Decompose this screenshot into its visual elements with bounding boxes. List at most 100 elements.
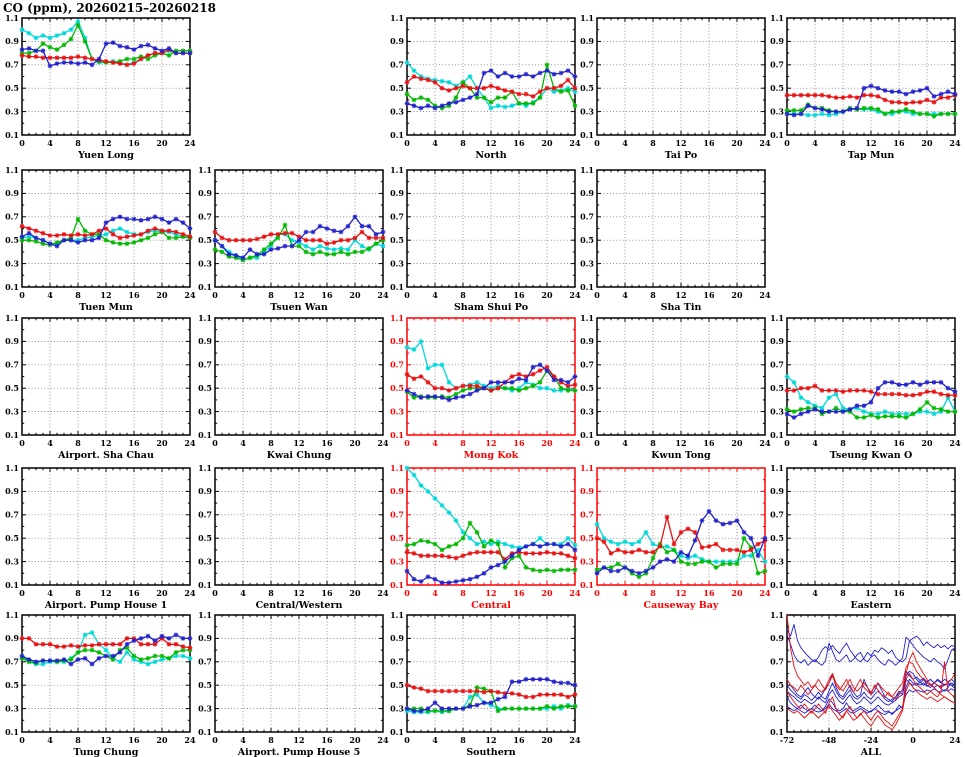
chart-central: 0.1 0.3 0.5 0.7 0.9 1.1 0 4 8 12 16 20 24 Central: [385, 460, 581, 611]
x-tick-label: 4: [240, 438, 246, 448]
y-tick-label: 1.1: [580, 313, 594, 323]
y-tick-label: 1.1: [198, 463, 212, 473]
x-tick-label: 8: [460, 735, 466, 745]
x-tick-label: 8: [460, 138, 466, 148]
x-tick-label: 24: [184, 438, 196, 448]
x-tick-label: 4: [240, 588, 246, 598]
x-tick-label: 8: [268, 588, 274, 598]
y-tick-label: 0.1: [390, 130, 404, 140]
y-tick-label: 0.1: [580, 580, 594, 590]
chart-tuen-mun: 0.1 0.3 0.5 0.7 0.9 1.1 0 4 8 12 16 20 24 Tuen Mun: [0, 162, 196, 313]
x-tick-label: 8: [460, 588, 466, 598]
chart-causeway-bay: 0.1 0.3 0.5 0.7 0.9 1.1 0 4 8 12 16 20 24 Causeway Ba…: [575, 460, 771, 611]
chart-all: 0.1 0.3 0.5 0.7 0.9 1.1 -72 -48 -24 0 24 ALL: [765, 607, 961, 757]
y-tick-label: 0.9: [580, 188, 594, 198]
y-tick-label: 0.5: [390, 383, 404, 393]
x-tick-label: 4: [622, 138, 628, 148]
y-tick-label: 0.9: [5, 36, 19, 46]
series-markers-blue: [404, 362, 578, 403]
x-tick-label: 0: [404, 588, 410, 598]
chart-tai-po: 0.1 0.3 0.5 0.7 0.9 1.1 0 4 8 12 16 20 24 Tai Po: [575, 10, 771, 161]
x-tick-label: 16: [703, 290, 715, 300]
y-tick-label: 0.1: [390, 580, 404, 590]
x-tick-label: 4: [240, 290, 246, 300]
y-tick-label: 0.3: [198, 703, 212, 713]
x-tick-label: 12: [675, 138, 686, 148]
chart-airport-pump-house-5: 0.1 0.3 0.5 0.7 0.9 1.1 0 4 8 12 16 20 24 Airport. Pu…: [193, 607, 389, 757]
x-tick-label: 16: [321, 735, 333, 745]
chart-airport-pump-house-1: 0.1 0.3 0.5 0.7 0.9 1.1 0 4 8 12 16 20 24 Airport. Pu…: [0, 460, 196, 611]
chart-airport-sha-chau: 0.1 0.3 0.5 0.7 0.9 1.1 0 4 8 12 16 20 24 Airport. Sh…: [0, 310, 196, 461]
y-tick-label: 1.1: [390, 463, 404, 473]
y-tick-label: 0.3: [5, 556, 19, 566]
y-tick-label: 1.1: [580, 13, 594, 23]
x-tick-label: 12: [100, 138, 111, 148]
y-tick-label: 0.7: [580, 510, 594, 520]
x-tick-label: 0: [784, 438, 790, 448]
y-tick-label: 0.1: [770, 130, 784, 140]
y-tick-label: 0.3: [770, 556, 784, 566]
series-markers-blue: [594, 508, 768, 576]
y-tick-label: 0.1: [390, 282, 404, 292]
x-tick-label: 20: [731, 290, 743, 300]
chart-title: Airport. Sha Chau: [57, 450, 154, 461]
y-tick-label: 0.5: [580, 83, 594, 93]
x-tick-label: 16: [321, 290, 333, 300]
x-tick-label: 16: [703, 138, 715, 148]
y-tick-label: 0.3: [390, 106, 404, 116]
chart-kwun-tong: 0.1 0.3 0.5 0.7 0.9 1.1 0 4 8 12 16 20 24 Kwun Tong: [575, 310, 771, 461]
x-tick-label: 8: [650, 438, 656, 448]
series-markers-blue: [19, 214, 193, 249]
y-tick-label: 0.5: [390, 533, 404, 543]
chart-title: Kwai Chung: [267, 450, 332, 461]
x-tick-label: 4: [812, 588, 818, 598]
x-tick-label: 12: [675, 290, 686, 300]
chart-north: 0.1 0.3 0.5 0.7 0.9 1.1 0 4 8 12 16 20 24 North: [385, 10, 581, 161]
x-tick-label: 0: [212, 735, 218, 745]
x-tick-label: 0: [404, 438, 410, 448]
x-tick-label: 16: [128, 438, 140, 448]
chart-title: Tung Chung: [74, 747, 139, 757]
y-tick-label: 1.1: [198, 610, 212, 620]
x-tick-label: 20: [156, 138, 168, 148]
y-tick-label: 0.5: [390, 680, 404, 690]
x-tick-label: 8: [650, 138, 656, 148]
series-green: [406, 522, 575, 572]
y-tick-label: 0.9: [5, 336, 19, 346]
y-tick-label: 0.7: [390, 360, 404, 370]
y-tick-label: 0.1: [770, 727, 784, 737]
x-tick-label: 12: [100, 290, 111, 300]
chart-title: Airport. Pump House 1: [44, 600, 168, 611]
y-tick-label: 0.7: [390, 212, 404, 222]
series-markers-green: [404, 520, 578, 574]
series-markers-red: [594, 514, 768, 556]
x-tick-label: 12: [293, 735, 304, 745]
x-tick-label: 12: [485, 138, 496, 148]
x-tick-label: 0: [404, 138, 410, 148]
y-tick-label: 0.9: [770, 36, 784, 46]
x-tick-label: 12: [485, 735, 496, 745]
x-tick-label: 12: [100, 588, 111, 598]
y-tick-label: 0.7: [5, 360, 19, 370]
x-tick-label: 0: [212, 588, 218, 598]
chart-title: Causeway Bay: [644, 600, 719, 611]
series-markers-blue: [19, 40, 193, 69]
y-tick-label: 0.5: [770, 83, 784, 93]
x-tick-label: 8: [75, 138, 81, 148]
chart-title: Tseung Kwan O: [830, 450, 912, 461]
x-tick-label: 4: [47, 588, 53, 598]
x-tick-label: 20: [156, 588, 168, 598]
x-tick-label: 4: [432, 735, 438, 745]
x-tick-label: 8: [650, 290, 656, 300]
x-tick-label: 8: [840, 138, 846, 148]
x-tick-label: 24: [184, 290, 196, 300]
chart-tung-chung: 0.1 0.3 0.5 0.7 0.9 1.1 0 4 8 12 16 20 24 Tung Chung: [0, 607, 196, 757]
y-tick-label: 0.5: [390, 83, 404, 93]
x-tick-label: 0: [19, 290, 25, 300]
y-tick-label: 0.7: [390, 657, 404, 667]
x-tick-label: 16: [321, 588, 333, 598]
series-markers-blue: [784, 83, 958, 118]
x-tick-label: 16: [128, 735, 140, 745]
y-tick-label: 0.5: [580, 235, 594, 245]
series-markers-blue: [404, 68, 578, 111]
